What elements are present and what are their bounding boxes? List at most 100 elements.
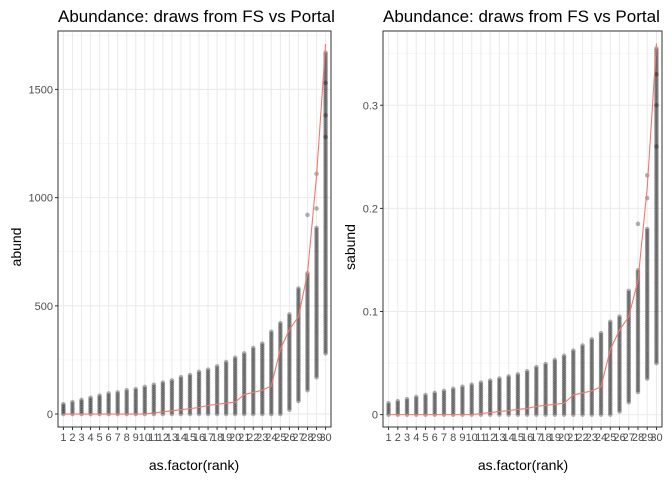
left-draw-point xyxy=(323,149,328,155)
left-draw-point xyxy=(287,349,292,355)
left-draw-point xyxy=(214,389,220,395)
left-draw-point xyxy=(323,351,328,356)
left-draw-point xyxy=(151,400,157,405)
right-draw-point xyxy=(404,398,410,404)
right-draw-point xyxy=(515,393,521,398)
right-draw-point xyxy=(635,383,641,389)
left-draw-point xyxy=(278,391,283,397)
left-draw-point xyxy=(232,363,238,368)
right-draw-point xyxy=(543,412,548,417)
left-draw-point xyxy=(223,383,229,389)
left-draw-point xyxy=(323,255,328,261)
right-draw-point xyxy=(571,404,576,409)
right-draw-point xyxy=(654,147,659,153)
left-draw-point xyxy=(241,374,247,380)
right-draw-point xyxy=(607,400,613,406)
left-draw-point xyxy=(232,365,238,370)
right-y-tick-label: 0.1 xyxy=(363,307,378,319)
right-draw-point xyxy=(654,76,659,81)
left-draw-point xyxy=(269,366,274,372)
left-draw-point xyxy=(323,323,328,328)
left-draw-point xyxy=(205,396,211,401)
left-draw-point xyxy=(250,359,256,365)
left-draw-point xyxy=(205,369,211,374)
left-draw-point xyxy=(323,108,328,113)
left-draw-point xyxy=(178,396,184,401)
right-draw-point xyxy=(644,354,650,359)
right-draw-point xyxy=(534,380,539,386)
right-draw-point xyxy=(626,390,632,395)
left-draw-point xyxy=(278,370,283,375)
right-draw-point xyxy=(543,396,548,402)
right-draw-point xyxy=(478,390,484,395)
right-draw-point xyxy=(607,333,613,338)
right-draw-point xyxy=(552,361,558,367)
left-draw-point xyxy=(223,397,229,403)
right-draw-point xyxy=(580,410,585,415)
right-draw-point xyxy=(404,404,410,410)
right-draw-point xyxy=(635,377,641,383)
right-draw-point xyxy=(561,355,567,361)
left-draw-point xyxy=(124,409,130,415)
right-draw-point xyxy=(589,376,595,382)
right-draw-point xyxy=(515,402,521,408)
left-draw-point xyxy=(323,319,328,324)
left-draw-point xyxy=(196,384,202,390)
right-observed-line xyxy=(388,43,658,416)
right-draw-point xyxy=(644,368,650,373)
left-draw-point xyxy=(296,323,301,329)
left-outlier-point xyxy=(314,206,319,211)
right-draw-point xyxy=(543,394,548,400)
left-draw-point xyxy=(323,341,328,346)
left-draw-point xyxy=(323,122,328,127)
right-draw-point xyxy=(561,404,567,410)
right-draw-point xyxy=(635,355,641,361)
right-draw-point xyxy=(441,396,447,402)
right-draw-point xyxy=(654,205,659,211)
right-draw-point xyxy=(589,382,595,388)
left-draw-point xyxy=(296,343,301,349)
left-draw-point xyxy=(323,147,328,153)
right-draw-point xyxy=(589,410,595,415)
left-draw-point xyxy=(323,118,328,123)
left-draw-point xyxy=(133,394,139,400)
left-draw-point xyxy=(142,405,148,411)
left-draw-point xyxy=(287,318,292,323)
right-draw-point xyxy=(644,232,650,238)
left-draw-point xyxy=(269,351,274,356)
right-draw-point xyxy=(543,381,548,386)
left-draw-point xyxy=(323,171,328,177)
left-draw-point xyxy=(323,163,328,169)
left-draw-point xyxy=(250,345,256,351)
left-draw-point xyxy=(305,314,310,320)
right-draw-point xyxy=(635,335,641,341)
left-draw-point xyxy=(323,98,328,103)
right-draw-point xyxy=(654,309,659,314)
left-draw-point xyxy=(187,400,193,405)
right-draw-point xyxy=(644,260,650,266)
left-draw-point xyxy=(296,355,301,360)
left-draw-point xyxy=(160,411,166,417)
right-draw-point xyxy=(644,356,650,361)
left-draw-point xyxy=(269,401,274,407)
right-draw-point xyxy=(654,289,659,294)
left-draw-point xyxy=(305,298,310,304)
right-draw-point xyxy=(626,290,632,296)
right-draw-point xyxy=(626,334,632,339)
right-draw-point xyxy=(654,161,659,167)
right-draw-point xyxy=(635,313,641,319)
right-draw-point xyxy=(534,388,539,394)
left-draw-point xyxy=(287,401,292,407)
left-draw-point xyxy=(169,388,175,393)
left-draw-point xyxy=(214,379,220,385)
left-draw-point xyxy=(205,390,211,396)
right-draw-point xyxy=(561,408,567,414)
right-draw-point xyxy=(654,229,659,234)
right-draw-point xyxy=(497,397,502,402)
right-draw-point xyxy=(617,345,622,351)
left-draw-point xyxy=(88,409,93,415)
left-draw-point xyxy=(178,402,184,407)
left-draw-point xyxy=(305,320,310,326)
right-draw-point xyxy=(543,383,548,388)
left-draw-point xyxy=(305,379,310,385)
